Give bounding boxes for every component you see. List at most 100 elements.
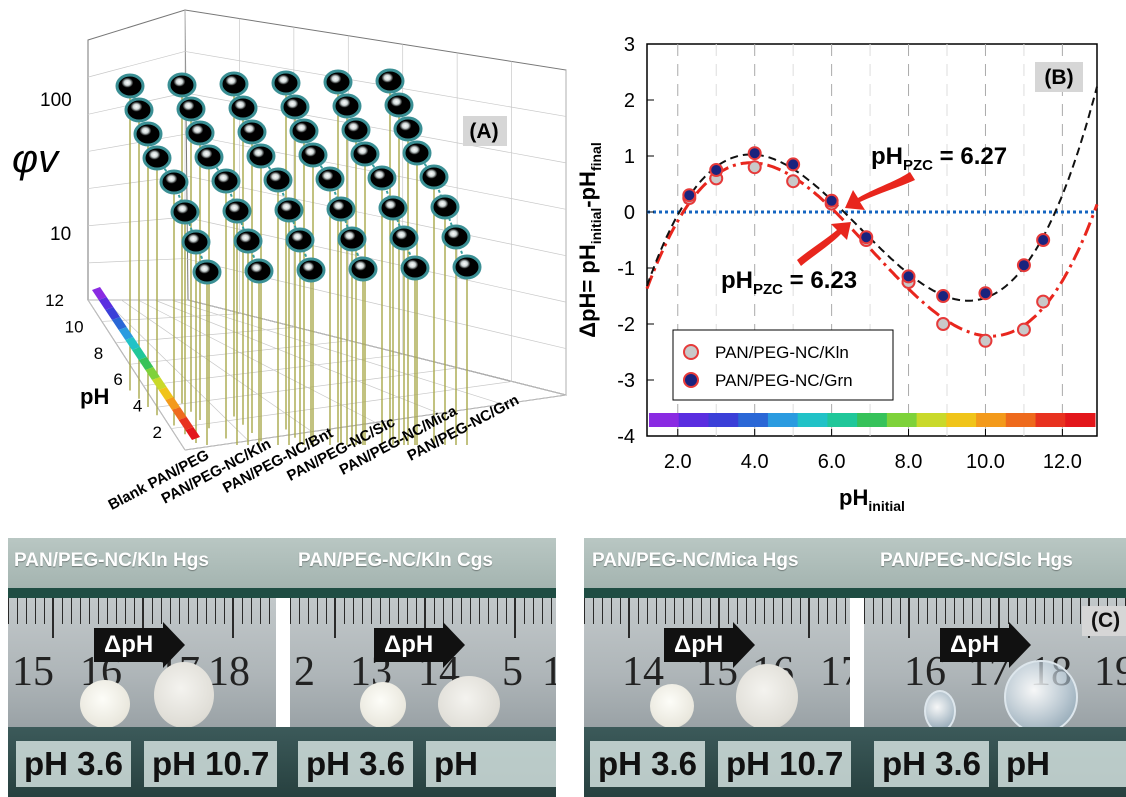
material-chain-line [285, 82, 364, 270]
y-axis-label: ΔpH= pHinitial-pHfinal [575, 142, 604, 337]
ph-scale-segment [145, 367, 160, 380]
marker-5-7 [452, 254, 482, 280]
grid-line [184, 175, 567, 257]
legend-marker [683, 372, 699, 388]
ph-color-segment [1065, 413, 1096, 427]
marker-2-2 [237, 119, 267, 145]
x-tick-label: 8.0 [895, 451, 923, 473]
grid-line [184, 51, 567, 117]
marker-3-6 [337, 226, 367, 252]
marker-3-0 [271, 70, 301, 96]
ph-color-segment [976, 413, 1007, 427]
panel-c-tag: (C) [1082, 606, 1126, 636]
z-tick-10: 10 [50, 224, 71, 245]
photo-divider [276, 598, 290, 727]
photo-right-header: PAN/PEG-NC/Mica Hgs PAN/PEG-NC/Slc Hgs [584, 538, 1126, 588]
x-axis-label: pHinitial [839, 485, 905, 514]
ph-color-segment [916, 413, 947, 427]
ruler-number: 14 [622, 649, 664, 695]
x-tick-label: 4.0 [741, 451, 769, 473]
legend: PAN/PEG-NC/Kln PAN/PEG-NC/Grn [672, 329, 894, 401]
marker-2-3 [246, 143, 276, 169]
photo-right: PAN/PEG-NC/Mica Hgs PAN/PEG-NC/Slc Hgs 1… [584, 538, 1126, 797]
marker-1-0 [167, 72, 197, 98]
material-chain-line [389, 80, 468, 268]
green-strip [584, 588, 1126, 598]
grid-line [154, 299, 440, 414]
marker-3-5 [326, 196, 356, 222]
data-point-s1-10 [1036, 233, 1051, 247]
legend-box [672, 329, 894, 401]
ph-scale-segment [185, 427, 200, 440]
grid-line [87, 51, 186, 78]
pzc-annotation-grn: pHPZC = 6.27 [871, 143, 1007, 174]
marker-1-1 [176, 96, 206, 122]
ph-color-segment [738, 413, 769, 427]
panel-a-tag-bg [463, 116, 507, 146]
photo-title-slc-hgs: PAN/PEG-NC/Slc Hgs [880, 550, 1073, 571]
sample-mica-hgs-ph-3-6 [650, 684, 694, 727]
ruler-number: 1 [542, 649, 556, 695]
delta-ph-arrow: ΔpH [94, 622, 186, 668]
marker-0-2 [133, 121, 163, 147]
ph-scale-segment [92, 287, 107, 300]
grid-line [87, 258, 186, 264]
pzc-annotation-kln: pHPZC = 6.23 [721, 267, 857, 298]
ph-tick-a: 12 [45, 291, 64, 310]
marker-0-1 [124, 97, 154, 123]
ph-color-segment [1035, 413, 1066, 427]
data-point-s1-9 [1016, 258, 1031, 273]
ph-color-segment [797, 413, 828, 427]
ph-label: pH 3.6 [874, 741, 990, 787]
ph-bar-left: pH 3.6 pH 10.7 pH 3.6 pH 10.7 [8, 727, 556, 797]
sample-mica-hgs-ph-10-7 [736, 664, 798, 727]
y-tick-label: 0 [624, 202, 635, 224]
grid-line [121, 299, 313, 432]
ph-color-segment [767, 413, 799, 427]
data-point-s1-3 [786, 157, 801, 172]
marker-0-3 [142, 145, 172, 171]
data-point-s1-0 [682, 188, 697, 203]
plot-frame [646, 43, 1098, 437]
marker-2-4 [263, 167, 293, 193]
panel-b-tag: (B) [1044, 66, 1073, 89]
photo-left-header: PAN/PEG-NC/Kln Hgs PAN/PEG-NC/Kln Cgs [8, 538, 556, 588]
y-tick-label: 1 [624, 146, 635, 168]
ph-tick-a: 2 [153, 423, 162, 442]
ph-scale-segment [118, 327, 134, 340]
ruler-3: 14 15 16 17 ΔpH [584, 598, 850, 727]
ph-label: pH 10.7 [718, 741, 852, 787]
data-point-s0-3 [786, 174, 801, 189]
marker-4-5 [378, 195, 408, 221]
legend-label: PAN/PEG-NC/Kln [715, 343, 849, 362]
marker-4-2 [341, 117, 371, 143]
y-tick-label: 3 [624, 34, 635, 56]
data-point-s1-4 [824, 193, 839, 208]
delta-ph-arrow: ΔpH [664, 622, 756, 668]
ruler-number: 19 [1094, 649, 1126, 695]
ruler-number: 15 [12, 649, 54, 695]
ruler-number: 5 [502, 649, 523, 695]
y-tick-label: -2 [617, 314, 635, 336]
data-point-s0-2 [747, 160, 762, 175]
marker-5-5 [430, 194, 460, 220]
marker-4-4 [367, 165, 397, 191]
marker-4-6 [389, 225, 419, 251]
marker-0-0 [115, 73, 145, 99]
x-tick-label: 10.0 [966, 451, 1005, 473]
marker-3-3 [298, 142, 328, 168]
marker-5-3 [402, 140, 432, 166]
ph-color-segment [946, 413, 977, 427]
data-point-s0-7 [936, 317, 951, 331]
grid-line [104, 299, 249, 442]
sample-slc-hgs-ph-11-2 [1004, 660, 1078, 727]
data-point-s1-7 [936, 289, 951, 303]
data-point-s0-9 [1016, 322, 1031, 337]
sample-kln-hgs-ph-3-6 [80, 680, 130, 727]
marker-5-2 [393, 116, 423, 142]
marker-3-7 [348, 256, 378, 282]
ph-color-segment [886, 413, 918, 427]
data-point-s1-6 [901, 269, 916, 284]
material-chain-line [181, 84, 260, 272]
